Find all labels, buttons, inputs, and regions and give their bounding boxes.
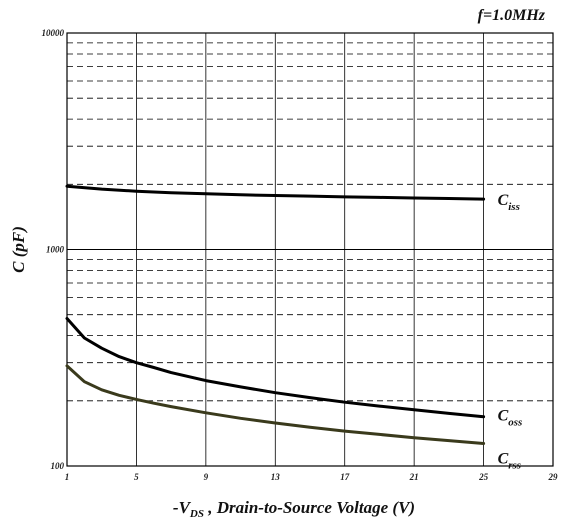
x-axis-label-subscript: DS	[189, 508, 204, 520]
x-tick-label: 1	[65, 472, 70, 482]
series-lines	[65, 184, 486, 445]
y-tick-label: 100	[51, 461, 65, 471]
series-line-iss	[65, 184, 486, 201]
x-axis-label: -VDS , Drain-to-Source Voltage (V)	[173, 498, 415, 520]
series-label-iss: Ciss	[498, 192, 520, 213]
tick-labels: 1 5 9 13 17 21 25 29 100 1000 10000	[42, 28, 559, 482]
y-tick-label: 10000	[42, 28, 65, 38]
y-tick-label: 1000	[46, 245, 65, 255]
plot-frame	[66, 32, 554, 467]
frequency-annotation: f=1.0MHz	[478, 7, 546, 24]
series-line-oss	[65, 317, 486, 419]
x-tick-label: 17	[340, 472, 350, 482]
series-label-oss: Coss	[498, 408, 523, 429]
x-tick-label: 9	[204, 472, 209, 482]
x-tick-label: 5	[134, 472, 139, 482]
x-tick-label: 29	[548, 472, 559, 482]
grid	[67, 33, 553, 466]
x-tick-label: 25	[478, 472, 489, 482]
x-axis-label-suffix: , Drain-to-Source Voltage (V)	[204, 498, 415, 517]
series-labels: Ciss Coss Crss	[498, 192, 523, 471]
x-axis-label-prefix: -V	[173, 498, 192, 517]
series-label-rss: Crss	[498, 451, 522, 472]
y-axis-label: C (pF)	[9, 226, 28, 273]
x-tick-label: 13	[271, 472, 281, 482]
x-tick-label: 21	[409, 472, 419, 482]
series-line-rss	[65, 364, 486, 445]
